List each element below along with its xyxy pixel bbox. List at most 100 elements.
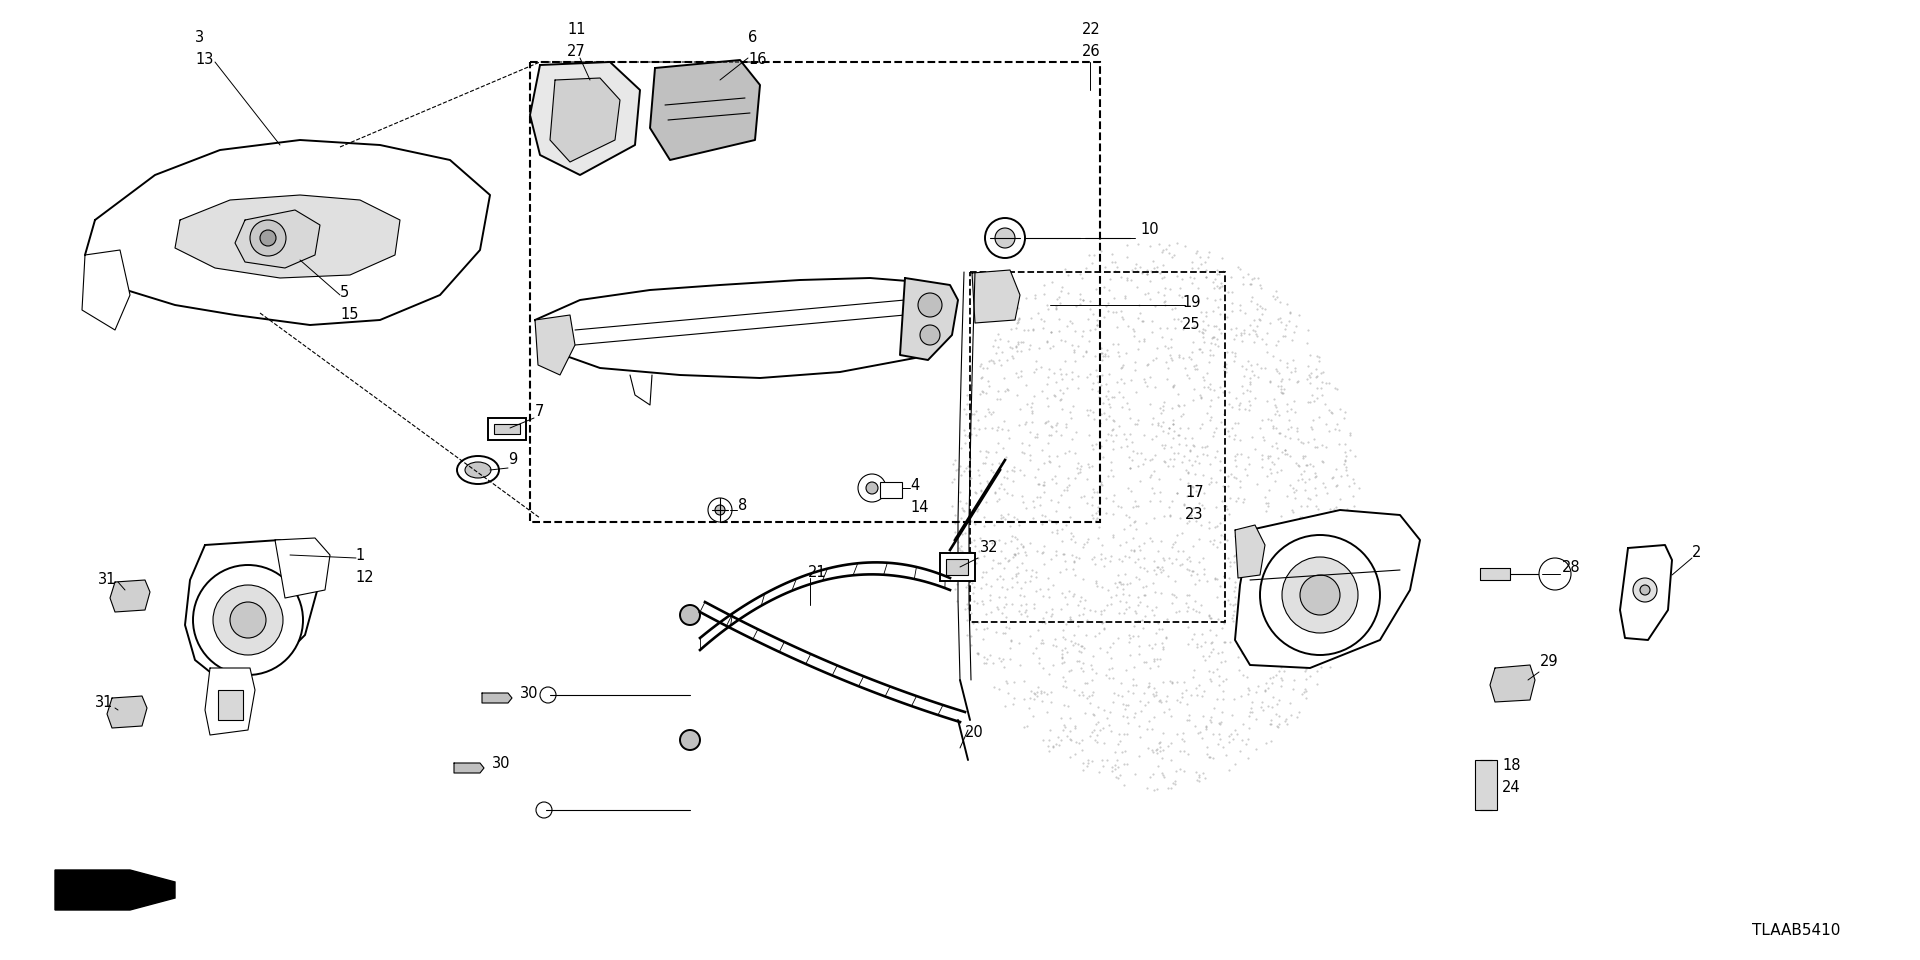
Point — [1029, 509, 1060, 524]
Point — [1204, 612, 1235, 627]
Point — [1250, 495, 1281, 511]
Point — [1054, 610, 1085, 625]
Text: 16: 16 — [749, 52, 766, 67]
Point — [989, 561, 1020, 576]
Point — [1177, 345, 1208, 360]
Point — [1014, 447, 1044, 463]
Point — [1269, 428, 1300, 444]
Point — [1323, 568, 1354, 584]
Point — [995, 340, 1025, 355]
Point — [1304, 564, 1334, 579]
Point — [1008, 539, 1039, 554]
Point — [1229, 461, 1260, 476]
Point — [1033, 397, 1064, 413]
Point — [1221, 624, 1252, 639]
Point — [1098, 304, 1129, 320]
Point — [1129, 451, 1160, 467]
Point — [1098, 433, 1129, 448]
Point — [939, 508, 970, 523]
Point — [1123, 413, 1154, 428]
Point — [1156, 708, 1187, 724]
Point — [948, 401, 979, 417]
Point — [1250, 360, 1281, 375]
Point — [958, 615, 989, 631]
Point — [1010, 604, 1041, 619]
Point — [989, 481, 1020, 496]
Point — [1073, 427, 1104, 443]
Point — [1033, 413, 1064, 428]
Point — [1044, 564, 1075, 580]
Point — [966, 371, 996, 386]
Point — [1273, 372, 1304, 387]
Bar — [879, 482, 902, 498]
Point — [1154, 500, 1185, 516]
Point — [1223, 540, 1254, 556]
Point — [1185, 495, 1215, 511]
Point — [972, 475, 1002, 491]
Point — [1077, 661, 1108, 677]
Point — [1204, 716, 1235, 732]
Point — [1069, 592, 1100, 608]
Point — [1035, 454, 1066, 469]
Point — [1254, 576, 1284, 591]
Point — [1329, 411, 1359, 426]
Point — [1194, 412, 1225, 427]
Point — [1096, 462, 1127, 477]
Point — [1037, 606, 1068, 621]
Point — [1210, 498, 1240, 514]
Point — [1173, 619, 1204, 635]
Point — [1171, 489, 1202, 504]
Point — [1338, 489, 1369, 504]
Point — [1171, 562, 1202, 577]
Point — [1248, 601, 1279, 616]
Point — [1137, 742, 1167, 757]
Point — [1185, 554, 1215, 569]
Point — [1139, 766, 1169, 781]
Point — [1225, 617, 1256, 633]
Point — [1217, 598, 1248, 613]
Point — [985, 476, 1016, 492]
Point — [939, 516, 970, 531]
Point — [1288, 474, 1319, 490]
Point — [1029, 477, 1060, 492]
Point — [1286, 575, 1317, 590]
Point — [1290, 600, 1321, 615]
Point — [1233, 267, 1263, 282]
Point — [968, 564, 998, 580]
Point — [1162, 552, 1192, 567]
Point — [1081, 281, 1112, 297]
Point — [1248, 702, 1279, 717]
Point — [1148, 269, 1179, 284]
Point — [1188, 370, 1219, 385]
Point — [1219, 580, 1250, 595]
Point — [1183, 566, 1213, 582]
Text: 18: 18 — [1501, 758, 1521, 773]
Point — [1319, 380, 1350, 396]
Point — [1165, 761, 1196, 777]
Point — [1133, 675, 1164, 690]
Point — [1235, 397, 1265, 413]
Point — [977, 465, 1008, 480]
Point — [1160, 300, 1190, 316]
Point — [1319, 532, 1350, 547]
Point — [1275, 695, 1306, 710]
Point — [1016, 684, 1046, 699]
Point — [1298, 534, 1329, 549]
Point — [1006, 435, 1037, 450]
Point — [1265, 523, 1296, 539]
Point — [975, 406, 1006, 421]
Point — [1150, 298, 1181, 313]
Point — [995, 652, 1025, 667]
Point — [1225, 560, 1256, 575]
Point — [1290, 609, 1321, 624]
Point — [1202, 267, 1233, 282]
Point — [1215, 596, 1246, 612]
Point — [1165, 313, 1196, 328]
Point — [941, 530, 972, 545]
Point — [1308, 364, 1338, 379]
Point — [972, 473, 1002, 489]
Point — [1244, 570, 1275, 586]
Point — [1173, 600, 1204, 615]
Point — [1179, 361, 1210, 376]
Point — [1064, 286, 1094, 301]
